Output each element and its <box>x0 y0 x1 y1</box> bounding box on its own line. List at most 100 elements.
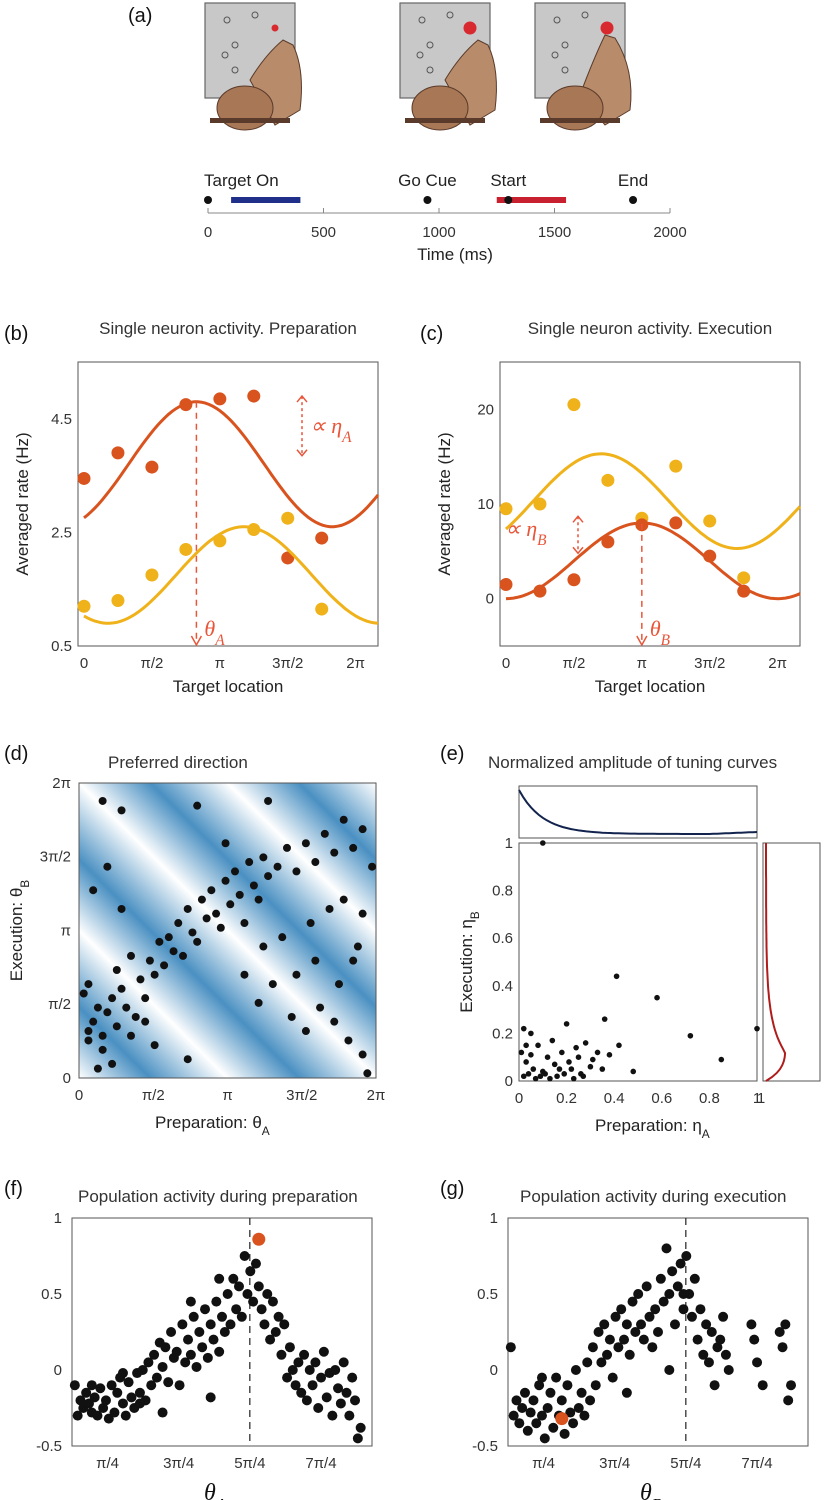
data-point <box>573 1044 579 1051</box>
data-point <box>549 1037 556 1044</box>
x-tick-label: 3π/2 <box>286 1087 317 1104</box>
x-tick-label: π/4 <box>532 1455 555 1472</box>
data-point <box>559 1428 570 1439</box>
data-point <box>522 1425 533 1436</box>
data-point <box>89 1392 100 1403</box>
data-point <box>613 973 620 980</box>
data-point-execution-low <box>669 516 683 530</box>
data-point <box>134 1398 145 1409</box>
data-point-execution-low <box>567 573 581 587</box>
x-axis-label: Preparation: ηA <box>595 1116 710 1141</box>
timeline-event-label: Start <box>490 171 526 190</box>
data-point <box>98 796 107 805</box>
data-point <box>573 1403 584 1413</box>
highlighted-point <box>252 1232 266 1246</box>
data-point <box>568 1418 579 1429</box>
marginal-density-eta-b <box>765 843 787 1082</box>
data-point <box>723 1365 734 1375</box>
data-point <box>627 1296 638 1307</box>
y-tick-label: 0 <box>490 1362 498 1379</box>
data-point <box>287 1365 298 1375</box>
data-point <box>183 1055 192 1064</box>
data-point <box>306 919 315 928</box>
data-point <box>358 909 367 918</box>
timeline-event-dot <box>629 196 638 204</box>
data-point <box>349 843 358 852</box>
data-point <box>141 1017 150 1026</box>
panel-label-f: (f) <box>4 1178 23 1200</box>
data-point <box>311 956 320 965</box>
data-point <box>536 1410 547 1421</box>
chart-title: Population activity during execution <box>520 1187 787 1206</box>
data-point <box>180 1357 191 1368</box>
data-point <box>265 1334 276 1345</box>
x-tick-label: 3π/2 <box>694 655 725 672</box>
data-point <box>270 1327 281 1337</box>
data-point <box>542 1403 553 1413</box>
timeline-tick-label: 0 <box>204 224 212 241</box>
y-tick-label: 0.6 <box>492 930 513 947</box>
x-tick-label: π/2 <box>142 1087 165 1104</box>
data-point <box>678 1289 689 1299</box>
panel-label-b: (b) <box>4 323 28 345</box>
x-tick-label: 0 <box>502 655 510 672</box>
data-point <box>174 919 183 928</box>
data-point <box>235 890 244 899</box>
data-point <box>709 1380 720 1391</box>
y-tick-label: 0.5 <box>477 1286 498 1303</box>
data-point <box>633 1289 644 1299</box>
data-point <box>191 1361 202 1372</box>
data-point <box>523 1059 529 1065</box>
y-tick-label: 10 <box>477 496 494 513</box>
y-tick-label: 0.5 <box>51 638 72 655</box>
data-point <box>233 1281 244 1292</box>
data-point <box>520 1073 527 1080</box>
chart-title: Population activity during preparation <box>78 1187 358 1206</box>
data-point <box>230 867 239 876</box>
data-point <box>325 904 334 913</box>
data-point-preparation-low <box>281 511 295 525</box>
timeline-event-label: End <box>618 171 648 190</box>
chart-title: Normalized amplitude of tuning curves <box>488 753 777 772</box>
highlighted-point <box>555 1412 569 1426</box>
data-point <box>636 1319 647 1330</box>
data-point <box>301 1395 312 1406</box>
x-tick-label: π <box>215 655 225 672</box>
data-point <box>112 1387 123 1398</box>
data-point <box>638 1334 649 1345</box>
x-tick-label: 7π/4 <box>305 1455 336 1472</box>
preferred-direction-arrow <box>636 635 648 647</box>
x-tick-label: 3π/4 <box>163 1455 194 1472</box>
marginal-density-eta-a <box>518 789 758 835</box>
y-tick-label: 0.2 <box>492 1025 513 1042</box>
monkey-illustration-3 <box>534 2 632 131</box>
data-point-preparation-high <box>179 398 193 412</box>
amplitude-label: ∝ ηB <box>505 516 547 549</box>
monkey-illustration-2 <box>399 2 497 131</box>
x-tick-label: π/2 <box>562 655 585 672</box>
plot-frame <box>518 842 758 1082</box>
data-point <box>86 1380 97 1391</box>
data-point <box>630 1327 641 1337</box>
data-point <box>160 961 169 970</box>
data-point <box>108 1059 117 1068</box>
data-point <box>185 1296 196 1307</box>
y-axis-label: Execution: θB <box>7 880 32 982</box>
data-point <box>654 994 660 1001</box>
data-point <box>587 1063 594 1070</box>
data-point <box>92 1410 103 1421</box>
data-point <box>621 1319 632 1330</box>
data-point <box>106 1380 117 1391</box>
amplitude-label: ∝ ηA <box>310 413 352 446</box>
y-tick-label: -0.5 <box>36 1438 62 1455</box>
y-tick-label: 0 <box>54 1362 62 1379</box>
data-point <box>539 1433 550 1444</box>
data-point <box>606 1052 613 1058</box>
data-point <box>276 1349 287 1360</box>
data-point <box>594 1049 601 1056</box>
timeline-tick-label: 1500 <box>538 224 571 241</box>
data-point <box>647 1342 658 1353</box>
data-point-execution-high <box>533 497 547 511</box>
data-point-execution-low <box>499 577 513 591</box>
